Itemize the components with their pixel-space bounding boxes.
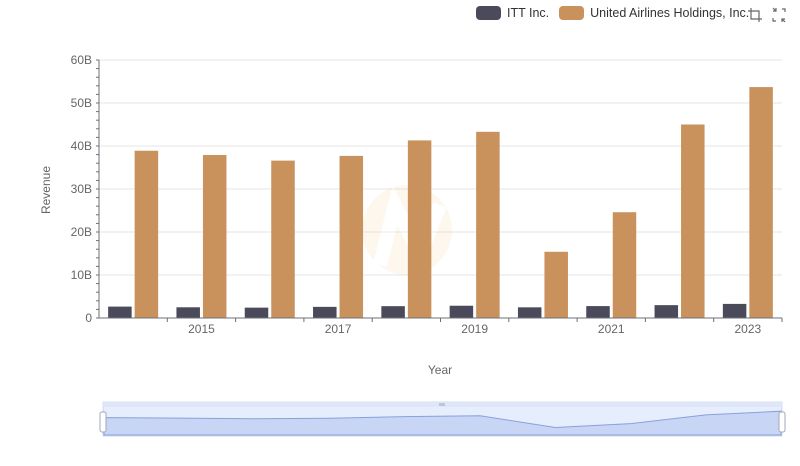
bar-united-airlines-2021[interactable] — [612, 212, 637, 318]
x-tick-label: 2017 — [325, 322, 352, 336]
bar-united-airlines-2016[interactable] — [271, 160, 295, 318]
bar-united-airlines-2022[interactable] — [681, 124, 705, 319]
bar-itt-2017[interactable] — [313, 306, 337, 318]
legend-swatch-united-airlines — [559, 6, 585, 20]
legend-swatch-itt — [476, 6, 501, 20]
legend-item-itt[interactable]: ITT Inc. — [476, 6, 549, 20]
toolbox — [747, 7, 787, 23]
bar-united-airlines-2019[interactable] — [476, 131, 500, 318]
x-tick-label: 2021 — [598, 322, 625, 336]
bar-itt-2023[interactable] — [722, 303, 747, 318]
data-zoom-slider[interactable] — [99, 401, 786, 437]
y-tick-label: 40B — [71, 139, 92, 153]
bar-united-airlines-2020[interactable] — [544, 251, 568, 318]
legend: ITT Inc. United Airlines Holdings, Inc. — [476, 4, 759, 22]
bar-itt-2020[interactable] — [517, 307, 542, 318]
restore-icon[interactable] — [771, 7, 787, 23]
x-tick-label: 2015 — [188, 322, 215, 336]
bar-itt-2014[interactable] — [108, 306, 132, 318]
legend-label-united-airlines: United Airlines Holdings, Inc. — [590, 6, 750, 20]
data-zoom-window[interactable] — [103, 407, 782, 436]
legend-item-united-airlines[interactable]: United Airlines Holdings, Inc. — [559, 6, 749, 20]
y-tick-label: 60B — [71, 53, 92, 67]
bar-itt-2016[interactable] — [244, 307, 269, 318]
x-tick-label: 2023 — [734, 322, 761, 336]
bar-united-airlines-2015[interactable] — [202, 155, 227, 318]
y-tick-label: 20B — [71, 225, 92, 239]
bar-united-airlines-2017[interactable] — [339, 155, 364, 318]
bar-itt-2021[interactable] — [586, 306, 610, 318]
x-axis-ticks: 2015 2017 2019 2021 2023 — [166, 318, 783, 336]
y-tick-label: 0 — [85, 311, 92, 325]
bar-united-airlines-2014[interactable] — [134, 150, 159, 318]
y-tick-label: 10B — [71, 268, 92, 282]
data-zoom-preview — [103, 410, 782, 436]
legend-label-itt: ITT Inc. — [507, 6, 550, 20]
y-axis-label: Revenue — [39, 166, 53, 214]
y-tick-label: 30B — [71, 182, 92, 196]
bar-united-airlines-2023[interactable] — [749, 87, 773, 318]
x-tick-label: 2019 — [461, 322, 488, 336]
y-axis-ticks: 0 10B 20B 30B 40B 50B 60B — [71, 53, 93, 325]
data-zoom-right-handle[interactable] — [778, 411, 786, 433]
bar-itt-2015[interactable] — [176, 307, 200, 318]
x-axis-label: Year — [428, 363, 452, 377]
bar-itt-2018[interactable] — [381, 306, 405, 318]
bar-itt-2022[interactable] — [654, 305, 679, 318]
zoom-icon[interactable] — [747, 7, 763, 23]
watermark-logo — [362, 184, 452, 275]
data-zoom-grip-icon[interactable] — [439, 403, 445, 406]
y-tick-label: 50B — [71, 96, 92, 110]
bars — [108, 87, 773, 318]
data-zoom-left-handle[interactable] — [99, 411, 107, 433]
bar-united-airlines-2018[interactable] — [407, 140, 432, 318]
bar-itt-2019[interactable] — [449, 305, 474, 318]
